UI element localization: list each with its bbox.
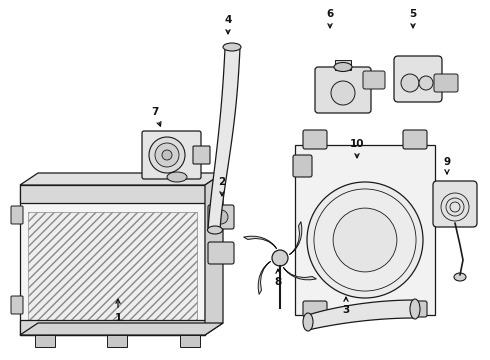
Bar (20, 185, 205, 203)
Circle shape (272, 250, 288, 266)
FancyBboxPatch shape (433, 181, 477, 227)
Ellipse shape (223, 43, 241, 51)
FancyBboxPatch shape (293, 155, 312, 177)
FancyBboxPatch shape (142, 131, 201, 179)
Ellipse shape (410, 299, 420, 319)
Polygon shape (283, 267, 317, 280)
Polygon shape (290, 222, 302, 255)
Polygon shape (205, 173, 223, 335)
FancyBboxPatch shape (208, 205, 234, 229)
FancyBboxPatch shape (11, 206, 23, 224)
Text: 4: 4 (224, 15, 232, 34)
FancyBboxPatch shape (403, 130, 427, 149)
Text: 6: 6 (326, 9, 334, 28)
Bar (295, 145, 435, 315)
Circle shape (162, 150, 172, 160)
Bar (20, 185, 205, 335)
Polygon shape (244, 236, 276, 249)
FancyBboxPatch shape (434, 74, 458, 92)
Polygon shape (308, 300, 415, 330)
Polygon shape (258, 261, 270, 294)
Text: 7: 7 (151, 107, 161, 126)
Ellipse shape (454, 273, 466, 281)
FancyBboxPatch shape (303, 301, 327, 317)
Ellipse shape (207, 226, 222, 234)
FancyBboxPatch shape (208, 242, 234, 264)
FancyBboxPatch shape (403, 301, 427, 317)
Bar (335, 60, 351, 70)
Text: 2: 2 (219, 177, 225, 196)
Ellipse shape (167, 172, 187, 182)
FancyBboxPatch shape (193, 146, 210, 164)
Circle shape (307, 182, 423, 298)
Circle shape (155, 143, 179, 167)
Polygon shape (20, 173, 223, 185)
Ellipse shape (334, 63, 352, 72)
Circle shape (333, 208, 397, 272)
FancyBboxPatch shape (363, 71, 385, 89)
Bar (20, 320, 205, 335)
Circle shape (331, 81, 355, 105)
Polygon shape (20, 323, 223, 335)
Text: 5: 5 (409, 9, 416, 28)
Text: 9: 9 (443, 157, 451, 174)
Bar (180, 335, 200, 347)
FancyBboxPatch shape (11, 296, 23, 314)
Text: 8: 8 (274, 269, 282, 287)
Bar (107, 335, 127, 347)
Circle shape (419, 76, 433, 90)
Text: 3: 3 (343, 297, 350, 315)
Text: 10: 10 (350, 139, 364, 158)
Circle shape (214, 210, 228, 224)
Circle shape (401, 74, 419, 92)
FancyBboxPatch shape (394, 56, 442, 102)
FancyBboxPatch shape (303, 130, 327, 149)
Circle shape (149, 137, 185, 173)
Ellipse shape (303, 313, 313, 331)
Text: 1: 1 (114, 299, 122, 323)
Bar (35, 335, 55, 347)
Polygon shape (208, 48, 240, 230)
FancyBboxPatch shape (315, 67, 371, 113)
Bar (28, 212, 197, 327)
